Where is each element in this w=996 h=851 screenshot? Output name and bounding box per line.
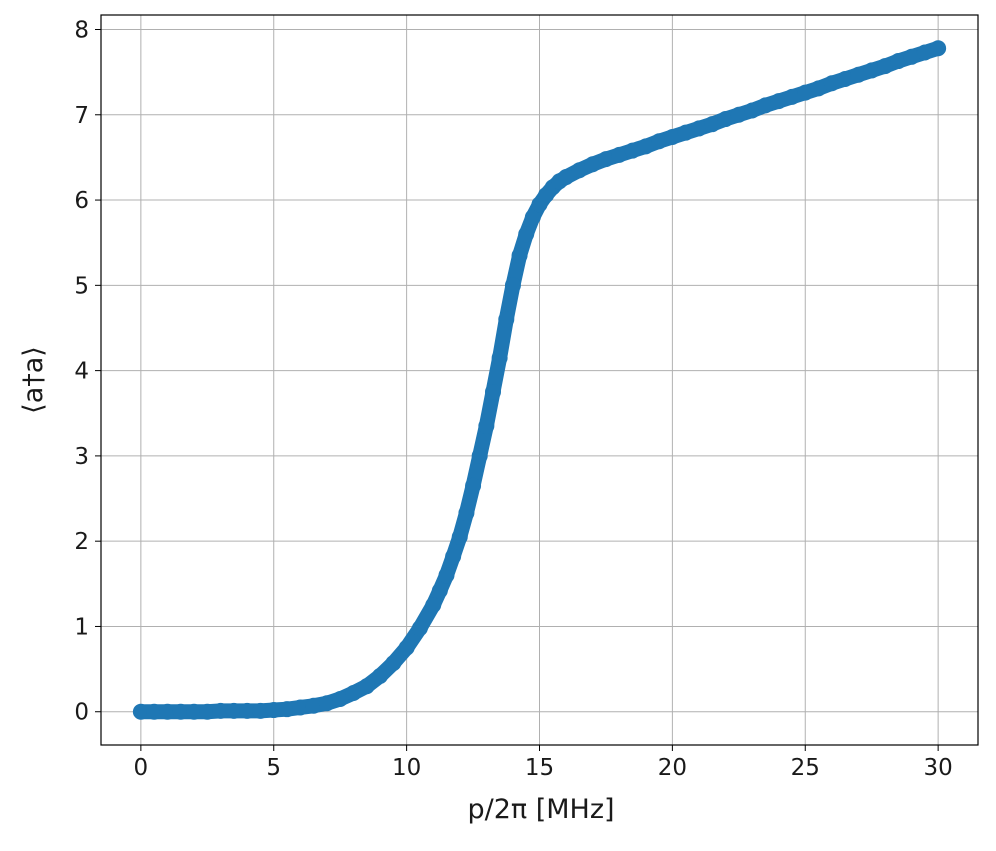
scatter-point bbox=[212, 702, 229, 719]
scatter-point bbox=[823, 75, 840, 92]
scatter-point bbox=[292, 699, 309, 716]
scatter-point bbox=[558, 169, 575, 186]
scatter-point bbox=[345, 684, 362, 701]
scatter-point bbox=[837, 70, 854, 87]
x-tick-label: 5 bbox=[266, 755, 281, 781]
plot-frame bbox=[100, 14, 979, 746]
scatter-point bbox=[597, 151, 614, 168]
scatter-point bbox=[810, 80, 827, 97]
y-tick-label: 0 bbox=[74, 700, 89, 726]
scatter-point bbox=[358, 678, 375, 695]
scatter-point bbox=[584, 156, 601, 173]
scatter-point bbox=[279, 701, 296, 718]
scatter-point bbox=[265, 702, 282, 719]
scatter-point bbox=[318, 695, 335, 712]
scatter-point bbox=[863, 62, 880, 79]
scatter-point bbox=[438, 567, 455, 584]
scatter-point bbox=[571, 162, 588, 179]
y-tick-label: 2 bbox=[74, 529, 89, 555]
scatter-point bbox=[637, 138, 654, 155]
x-tick-label: 10 bbox=[392, 755, 421, 781]
scatter-point bbox=[783, 88, 800, 105]
scatter-point bbox=[757, 97, 774, 114]
scatter-point bbox=[850, 66, 867, 83]
y-tick-label: 5 bbox=[74, 273, 89, 299]
y-tick-label: 6 bbox=[74, 188, 89, 214]
y-tick-label: 7 bbox=[74, 103, 89, 129]
y-axis-label: ⟨a†a⟩ bbox=[18, 346, 49, 414]
scatter-point bbox=[411, 620, 428, 637]
scatter-point bbox=[465, 477, 482, 494]
scatter-point bbox=[425, 597, 442, 614]
scatter-point bbox=[252, 702, 269, 719]
scatter-point bbox=[451, 528, 468, 545]
x-tick-label: 25 bbox=[791, 755, 820, 781]
scatter-point bbox=[458, 505, 475, 522]
scatter-point bbox=[677, 124, 694, 141]
scatter-point bbox=[498, 311, 515, 328]
scatter-point bbox=[518, 226, 535, 243]
scatter-point bbox=[651, 133, 668, 150]
scatter-point bbox=[797, 84, 814, 101]
scatter-point bbox=[445, 548, 462, 565]
x-tick-label: 20 bbox=[658, 755, 687, 781]
scatter-point bbox=[225, 702, 242, 719]
scatter-point bbox=[172, 703, 189, 720]
scatter-point bbox=[199, 703, 216, 720]
scatter-point bbox=[305, 697, 322, 714]
scatter-point bbox=[664, 128, 681, 145]
scatter-point bbox=[491, 349, 508, 366]
scatter-point bbox=[930, 40, 947, 57]
scatter-point bbox=[730, 106, 747, 123]
scatter-point bbox=[903, 48, 920, 65]
scatter-point bbox=[385, 655, 402, 672]
scatter-point bbox=[744, 102, 761, 119]
scatter-point bbox=[239, 702, 256, 719]
x-tick-label: 30 bbox=[923, 755, 952, 781]
scatter-point bbox=[146, 703, 163, 720]
x-tick-label: 15 bbox=[525, 755, 554, 781]
y-tick-label: 8 bbox=[74, 17, 89, 43]
scatter-point bbox=[704, 116, 721, 133]
scatter-point bbox=[431, 582, 448, 599]
scatter-point bbox=[471, 447, 488, 464]
scatter-point bbox=[916, 44, 933, 61]
scatter-point bbox=[690, 120, 707, 137]
scatter-point bbox=[624, 142, 641, 159]
scatter-point bbox=[186, 703, 203, 720]
scatter-point bbox=[890, 53, 907, 70]
y-tick-label: 1 bbox=[74, 614, 89, 640]
scatter-point bbox=[159, 703, 176, 720]
scatter-point bbox=[876, 58, 893, 75]
y-tick-label: 4 bbox=[74, 359, 89, 385]
x-axis-label: p/2π [MHz] bbox=[467, 794, 614, 825]
scatter-point bbox=[717, 111, 734, 128]
scatter-point bbox=[504, 277, 521, 294]
scatter-point bbox=[478, 418, 495, 435]
x-tick-label: 0 bbox=[134, 755, 149, 781]
scatter-point bbox=[770, 93, 787, 110]
scatter-point bbox=[332, 690, 349, 707]
scatter-point bbox=[611, 146, 628, 163]
scatter-point bbox=[372, 667, 389, 684]
scatter-point bbox=[398, 639, 415, 656]
y-tick-label: 3 bbox=[74, 444, 89, 470]
scatter-point bbox=[132, 703, 149, 720]
scatter-point bbox=[484, 383, 501, 400]
scatter-point bbox=[511, 247, 528, 264]
scatter-point bbox=[524, 209, 541, 226]
